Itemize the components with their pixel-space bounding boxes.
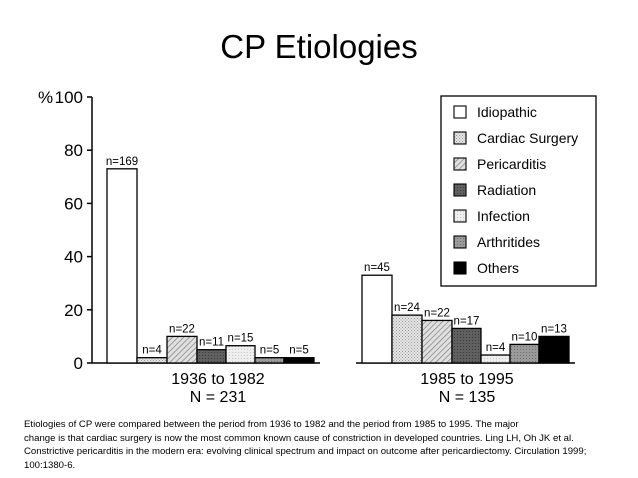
bar-arthritides [509, 343, 540, 364]
y-tick-label: 60 [64, 194, 83, 213]
group-total-label: N = 135 [439, 389, 496, 406]
legend-swatch [453, 105, 467, 119]
legend-label: Cardiac Surgery [477, 130, 578, 146]
caption-line: 100:1380-6. [24, 459, 76, 471]
bar-radiation [196, 349, 227, 364]
figure-caption: Etiologies of CP were compared between t… [24, 418, 624, 472]
bar-count-label: n=169 [106, 156, 138, 168]
group-label: 1936 to 1982 [171, 371, 265, 388]
group-total-label: N = 231 [190, 389, 247, 406]
bar-count-label: n=22 [424, 307, 450, 319]
y-tick-label: 40 [64, 248, 83, 267]
y-axis-unit: % [38, 88, 53, 107]
legend-label: Arthritides [477, 234, 540, 250]
group-label: 1985 to 1995 [420, 371, 514, 388]
legend-swatch [453, 131, 467, 145]
y-tick-label: 80 [64, 141, 83, 160]
bar-count-label: n=4 [142, 345, 162, 357]
bar-idiopathic [361, 274, 393, 364]
bar-count-label: n=13 [541, 323, 567, 335]
caption-line: change is that cardiac surgery is now th… [24, 432, 574, 444]
y-tick-label: 20 [64, 301, 83, 320]
chart-labels: n=169n=45n=4n=24n=22n=22n=11n=17n=15n=4n… [106, 156, 567, 406]
bar-pericarditis [166, 335, 198, 364]
bar-count-label: n=15 [228, 333, 254, 345]
bar-count-label: n=11 [199, 337, 224, 349]
legend-box [440, 95, 597, 287]
bar-count-label: n=5 [289, 345, 309, 357]
slide-title: CP Etiologies [220, 28, 418, 65]
bar-count-label: n=17 [454, 315, 480, 327]
bar-radiation [451, 327, 482, 364]
bar-cardiac-surgery [391, 314, 423, 364]
bar-idiopathic [106, 168, 138, 364]
legend-swatch [453, 261, 467, 275]
bar-count-label: n=24 [394, 302, 421, 314]
bar-pericarditis [421, 319, 453, 364]
y-tick-label: 0 [74, 354, 83, 373]
bar-count-label: n=4 [486, 342, 506, 354]
chart-bars [106, 168, 570, 364]
legend-swatch [453, 235, 467, 249]
bar-infection [480, 354, 511, 364]
bar-others [538, 335, 570, 364]
legend-swatch [453, 209, 467, 223]
legend-label: Idiopathic [477, 104, 537, 120]
chart-legend: Idiopathic Cardiac Surgery Pericarditis Rad… [440, 95, 597, 287]
bar-others [283, 357, 315, 364]
legend-label: Radiation [477, 182, 536, 198]
legend-label: Others [477, 260, 519, 276]
caption-line: Constrictive pericarditis in the modern … [24, 446, 587, 457]
legend-swatch [453, 157, 467, 171]
bar-cardiac-surgery [136, 357, 168, 364]
bar-count-label: n=5 [260, 345, 280, 357]
legend-label: Infection [477, 208, 530, 224]
bar-infection [225, 345, 256, 364]
legend-label: Pericarditis [477, 156, 546, 172]
bar-count-label: n=10 [512, 331, 538, 343]
caption-line: Etiologies of CP were compared between t… [24, 419, 519, 430]
bar-count-label: n=22 [169, 323, 195, 335]
bar-count-label: n=45 [364, 262, 390, 274]
legend-swatch [453, 183, 467, 197]
bar-arthritides [254, 357, 285, 364]
y-tick-label: 100 [55, 88, 83, 107]
